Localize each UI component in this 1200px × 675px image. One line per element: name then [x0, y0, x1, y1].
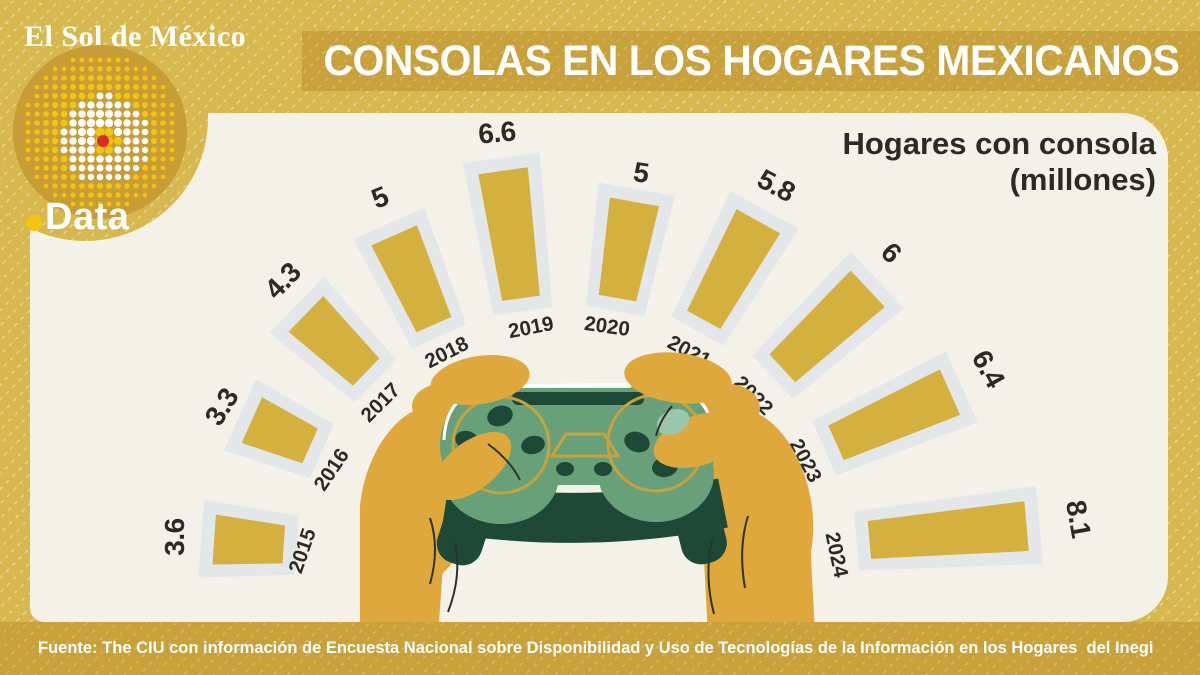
data-brand: Data	[26, 196, 129, 239]
source-bar: Fuente: The CIU con información de Encue…	[0, 622, 1200, 675]
masthead-brand: El Sol de México	[24, 20, 247, 53]
logo-red-dot	[97, 135, 109, 147]
title-bar: CONSOLAS EN LOS HOGARES MEXICANOS	[302, 31, 1200, 91]
year-label: 2024	[820, 530, 853, 580]
value-label: 3.6	[159, 518, 190, 556]
logo-dots-pattern	[25, 57, 175, 207]
chart-legend: Hogares con consola (millones)	[842, 126, 1156, 198]
page-title: CONSOLAS EN LOS HOGARES MEXICANOS	[323, 36, 1179, 85]
year-label: 2020	[582, 311, 632, 342]
source-text: Fuente: The CIU con información de Encue…	[38, 639, 1154, 657]
value-label: 6.6	[476, 115, 517, 150]
legend-line2: (millones)	[1009, 161, 1156, 197]
legend-line1: Hogares con consola	[842, 126, 1156, 161]
data-bullet-icon	[26, 214, 42, 231]
sol-de-mexico-logo	[13, 45, 187, 219]
year-label: 2019	[506, 311, 556, 344]
data-label: Data	[45, 196, 130, 238]
hands-front	[429, 352, 749, 615]
controller-illustration	[360, 352, 815, 622]
value-label: 8.1	[1059, 497, 1098, 541]
